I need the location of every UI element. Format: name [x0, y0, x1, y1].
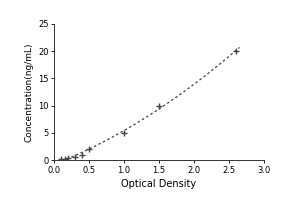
Y-axis label: Concentration(ng/mL): Concentration(ng/mL) — [25, 42, 34, 142]
X-axis label: Optical Density: Optical Density — [122, 179, 196, 189]
